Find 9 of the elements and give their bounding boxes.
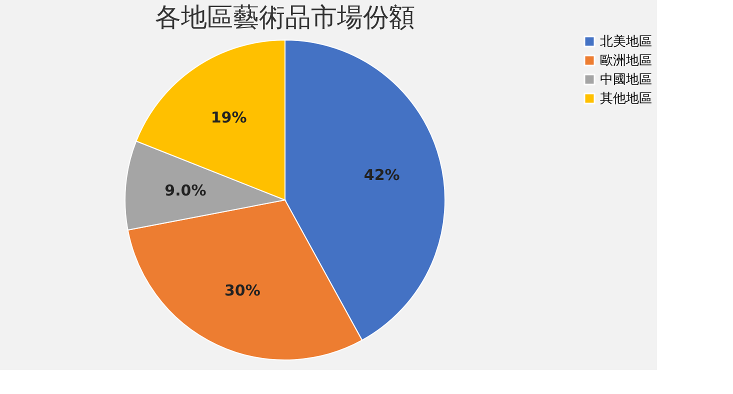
legend-label: 北美地區 <box>600 34 652 50</box>
chart-title: 各地區藝術品市場份額 <box>155 3 415 33</box>
data-label: 42% <box>364 166 400 184</box>
legend-label: 其他地區 <box>600 92 652 106</box>
data-label: 9.0% <box>164 182 206 200</box>
data-label: 30% <box>224 281 260 300</box>
legend-label: 歐洲地區 <box>600 54 652 68</box>
data-label: 19% <box>210 108 247 126</box>
legend-label: 中國地區 <box>600 72 652 88</box>
